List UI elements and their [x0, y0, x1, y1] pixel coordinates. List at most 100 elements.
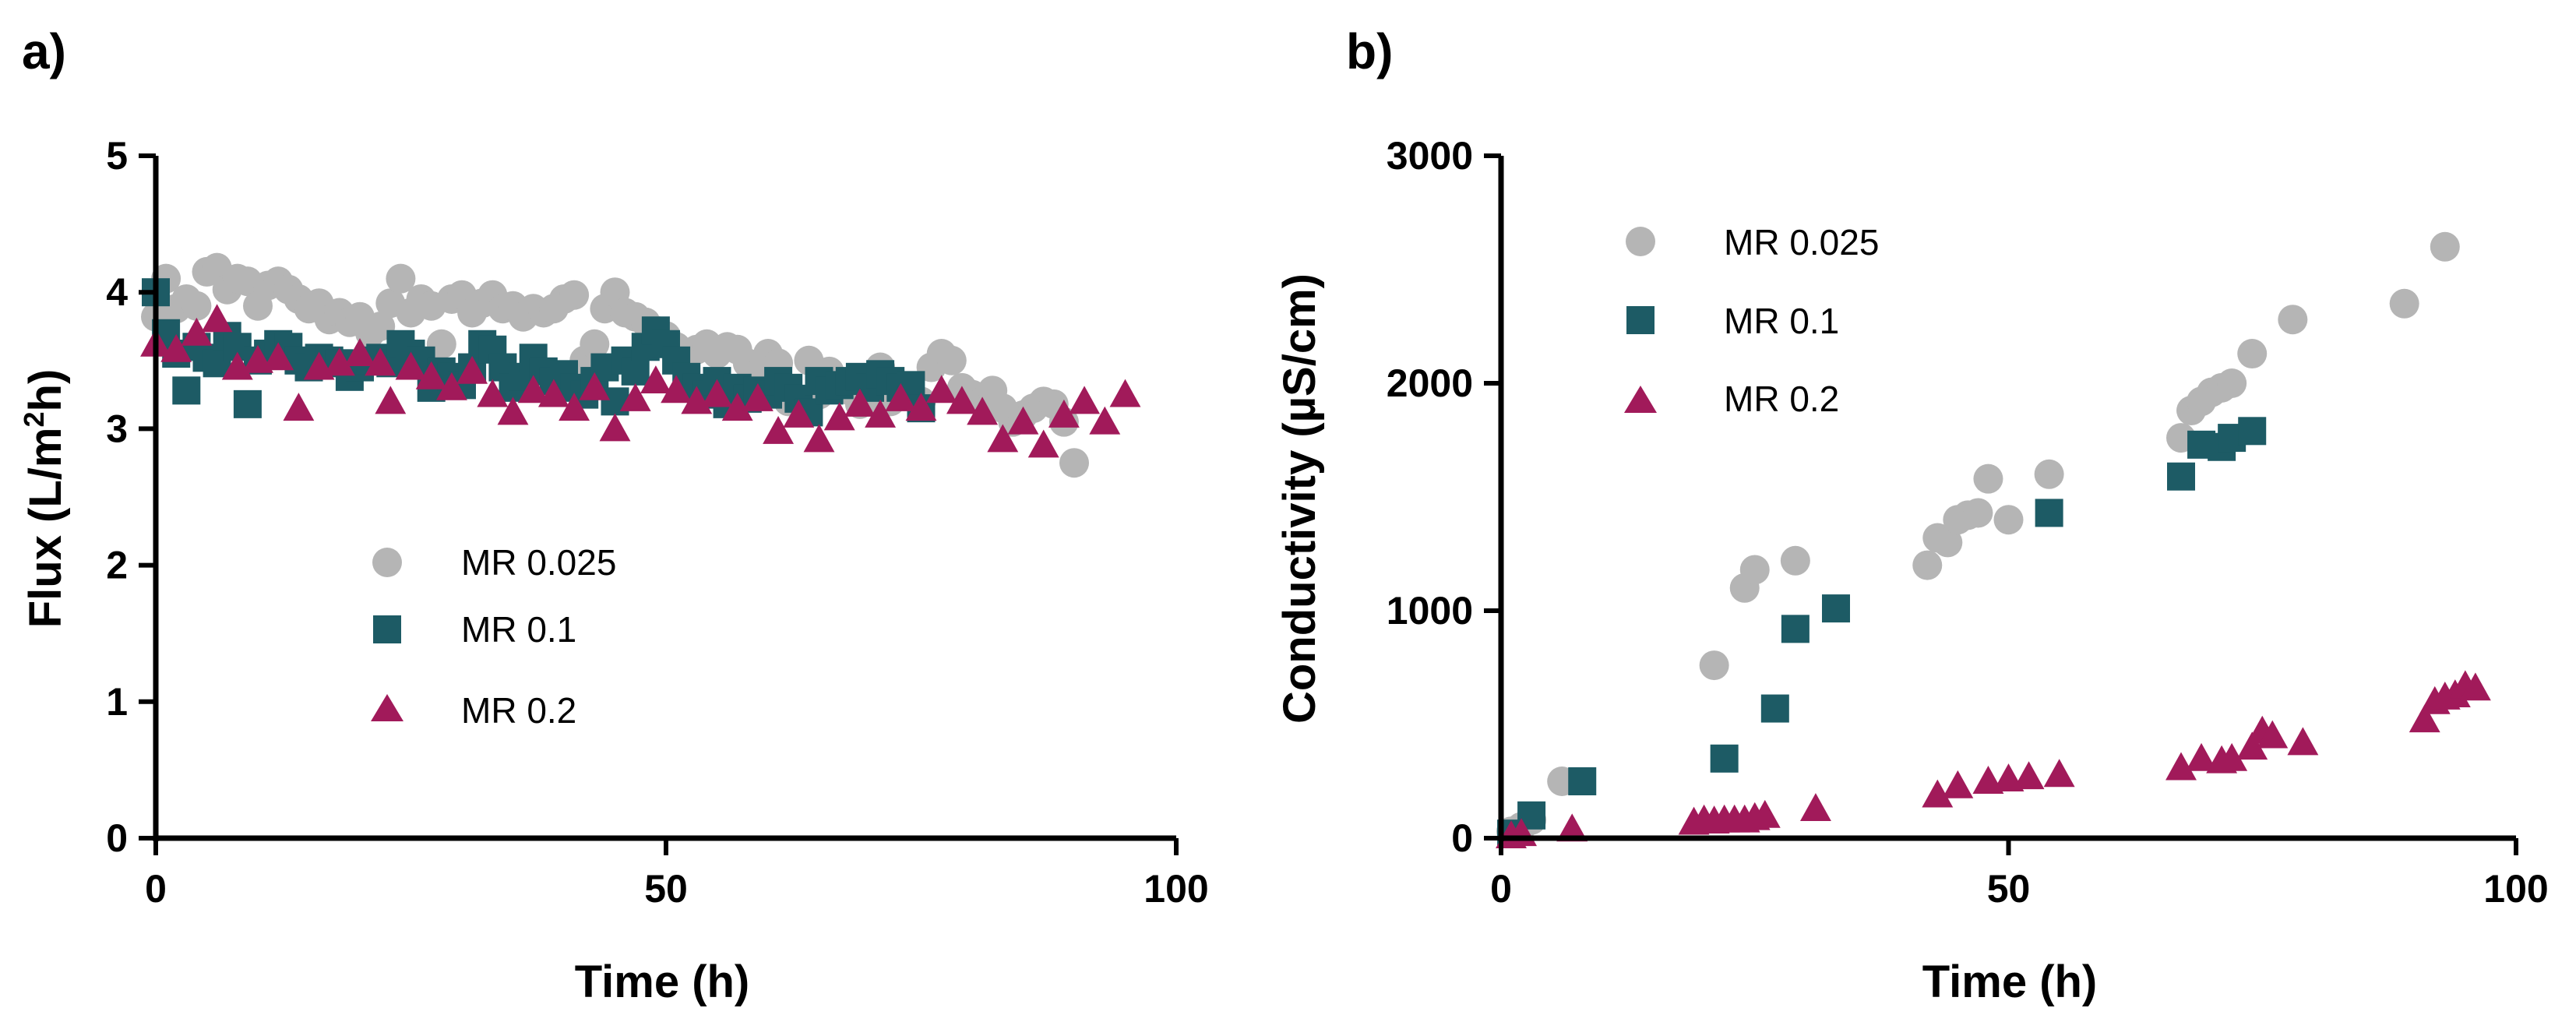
panel-a-legend-marker-mr-01 — [373, 615, 401, 643]
panel-a-series-2-point-7 — [283, 393, 315, 421]
panel-b-series-2-point-17 — [2043, 759, 2075, 788]
panel-b-series-0-point-4 — [1699, 650, 1729, 681]
panel-a-series-2-point-47 — [1089, 406, 1121, 435]
panel-a-series-2-point-41 — [967, 396, 999, 425]
panel-b-data-marks — [1496, 231, 2491, 849]
panel-b-series-2-point-18 — [2165, 752, 2197, 781]
panel-b-label: b) — [1346, 23, 1393, 79]
panel-a-series-0-point-24 — [386, 263, 416, 294]
panel-a-series-1-point-47 — [621, 357, 650, 386]
panel-b-y-tick-label-1: 1000 — [1387, 589, 1473, 633]
panel-b-x-tick-label-2: 100 — [2483, 867, 2548, 911]
panel-b-series-0-point-14 — [1973, 463, 2003, 494]
panel-b-series-2-point-10 — [1749, 799, 1781, 828]
panel-a-series-2-point-39 — [925, 375, 957, 404]
panel-a-series-0-point-41 — [559, 280, 590, 310]
panel-a-series-2-point-11 — [365, 347, 396, 376]
panel-b-series-2-point-21 — [2216, 742, 2248, 771]
panel-a-y-title-main: Flux (L/m — [20, 428, 71, 629]
panel-b-series-0-point-8 — [1912, 550, 1943, 580]
panel-a-series-2-point-16 — [456, 355, 488, 384]
panel-a-x-tick-label-1: 50 — [644, 867, 688, 911]
panel-b-legend-marker-mr-0025 — [1626, 227, 1655, 256]
panel-a-y-tick-label-3: 3 — [106, 407, 128, 450]
panel-a-series-2-point-44 — [1027, 429, 1059, 458]
panel-a-series-2-point-38 — [905, 393, 937, 421]
panel-a-series-2-point-26 — [661, 375, 692, 404]
panel-a-series-2-point-28 — [701, 379, 733, 407]
panel-a-series-2-point-25 — [640, 365, 671, 394]
panel-a-y-tick-label-1: 1 — [106, 680, 128, 724]
panel-b-legend-label-mr-01: MR 0.1 — [1724, 301, 1839, 341]
panel-a-series-2-point-46 — [1069, 386, 1101, 414]
panel-b-series-0-point-23 — [2237, 339, 2268, 369]
panel-a-legend-marker-mr-02 — [371, 694, 403, 721]
panel-a-series-2-point-48 — [1109, 379, 1141, 407]
panel-b-series-2-point-16 — [2013, 761, 2045, 790]
panel-b-series-0-point-13 — [1963, 498, 1993, 528]
panel-a-series-1-point-3 — [172, 376, 201, 405]
panel-a-series-2-point-31 — [763, 415, 795, 444]
panel-a-series-0-point-4 — [181, 291, 212, 321]
panel-b-legend-label-mr-02: MR 0.2 — [1724, 379, 1839, 419]
panel-a-series-0-point-78 — [936, 345, 967, 375]
panel-a-series-2-point-6 — [263, 342, 294, 371]
panel-b-series-2-point-31 — [2459, 672, 2491, 701]
panel-b-y-tick-label-2: 2000 — [1387, 361, 1473, 405]
panel-a-series-2-point-9 — [323, 347, 355, 376]
panel-b-series-1-point-6 — [1821, 594, 1850, 623]
panel-a-y-title-end: h) — [20, 369, 71, 412]
panel-a-series-2-point-40 — [946, 386, 978, 414]
panel-a-series-2-point-37 — [885, 382, 917, 411]
panel-b-series-2-point-26 — [2409, 704, 2440, 733]
panel-b-series-1-point-8 — [2167, 462, 2196, 491]
panel-a-y-tick-label-2: 2 — [106, 544, 128, 587]
panel-b-legend-marker-mr-01 — [1626, 306, 1654, 334]
panel-b-series-0-point-6 — [1739, 555, 1770, 585]
panel-a-y-axis-title: Flux (L/m2h) — [18, 369, 71, 629]
panel-a-y-tick-label-0: 0 — [106, 816, 128, 860]
panel-a-series-2-point-10 — [344, 338, 375, 366]
panel-a-series-2-point-18 — [497, 396, 529, 425]
panel-b-series-0-point-15 — [1993, 505, 2024, 535]
panel-b-series-0-point-22 — [2217, 368, 2247, 398]
panel-a-series-2-point-23 — [599, 413, 631, 442]
panel-a-x-tick-label-0: 0 — [145, 867, 167, 911]
panel-a-x-tick-label-2: 100 — [1144, 867, 1208, 911]
panel-a-series-2-point-1 — [160, 333, 192, 362]
panel-b-series-2-point-12 — [1922, 779, 1954, 808]
panel-a-series-2-point-13 — [395, 351, 427, 380]
panel-b-series-2-point-13 — [1942, 770, 1974, 798]
panel-b-series-2-point-2 — [1556, 813, 1588, 842]
panel-b-series-0-point-16 — [2034, 459, 2064, 489]
panel-b-series-0-point-26 — [2430, 231, 2460, 262]
panel-a-series-2-point-12 — [375, 386, 407, 414]
panel-a-series-2-point-45 — [1048, 399, 1080, 428]
panel-b-series-1-point-4 — [1760, 694, 1789, 723]
panel-b-legend-label-mr-0025: MR 0.025 — [1724, 222, 1879, 263]
panel-b-y-tick-label-0: 0 — [1451, 816, 1473, 860]
panel-a-series-0-point-90 — [1059, 448, 1089, 478]
panel-a-y-title-superscript: 2 — [18, 411, 50, 427]
panel-b-series-0-point-24 — [2278, 305, 2308, 335]
panel-a-series-2-point-29 — [721, 393, 753, 421]
panel-a-series-2-point-21 — [559, 393, 590, 421]
panel-a-series-1-point-9 — [233, 389, 262, 418]
panel-b-legend: MR 0.025 MR 0.1 MR 0.2 — [1624, 222, 1879, 419]
panel-a-legend: MR 0.025 MR 0.1 MR 0.2 — [371, 542, 616, 731]
panel-a-series-0-point-43 — [580, 329, 610, 359]
panel-a-series-2-point-34 — [823, 402, 855, 431]
panel-b-x-tick-label-1: 50 — [1987, 867, 2031, 911]
panel-b-series-1-point-3 — [1710, 744, 1739, 773]
panel-a-series-2-point-42 — [987, 424, 1019, 453]
panel-a-series-2-point-17 — [477, 379, 509, 407]
panel-a-series-2-point-43 — [1007, 406, 1039, 435]
panel-b-series-1-point-2 — [1568, 767, 1597, 795]
panel-a-label: a) — [22, 23, 66, 79]
panel-a-series-2-point-36 — [865, 399, 897, 428]
panel-b-series-2-point-25 — [2287, 727, 2319, 756]
panel-b-y-axis-title: Conductivity (µS/cm) — [1274, 273, 1325, 724]
